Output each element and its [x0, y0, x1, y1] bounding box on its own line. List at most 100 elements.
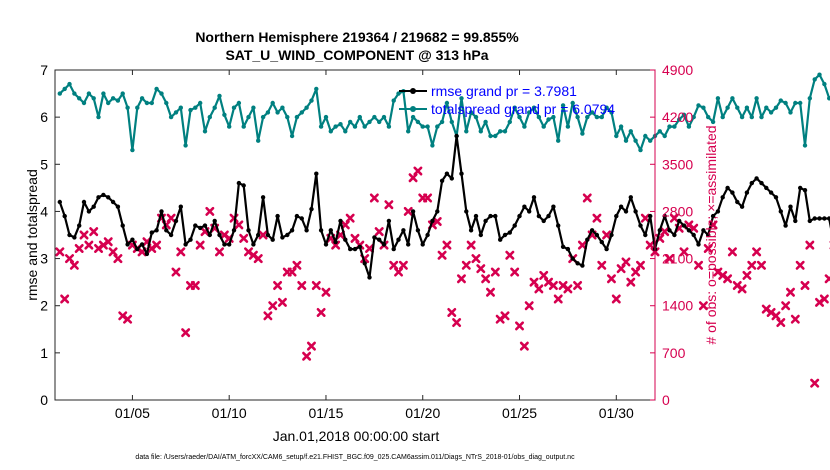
assimilated-marker [616, 264, 626, 274]
legend-rmse-label: rmse grand pr = 3.7981 [431, 83, 577, 99]
totalspread-point [618, 124, 624, 129]
assimilated-marker [398, 260, 408, 270]
totalspread-point [159, 91, 164, 96]
rmse-point [565, 246, 571, 252]
rmse-point [710, 213, 716, 219]
rmse-point [57, 199, 62, 205]
totalspread-point [764, 105, 769, 110]
assimilated-marker [190, 281, 200, 291]
rmse-point [62, 213, 67, 219]
rmse-point [570, 256, 575, 261]
assimilated-marker [500, 311, 510, 321]
rmse-point [739, 204, 745, 209]
rmse-point [483, 218, 488, 224]
totalspread-point [106, 100, 111, 106]
assimilated-marker [108, 247, 118, 257]
rmse-point [468, 228, 474, 233]
rmse-point [410, 209, 416, 214]
rmse-point [589, 228, 595, 233]
rmse-point [96, 195, 101, 200]
totalspread-point [217, 93, 222, 99]
assimilated-marker [819, 294, 829, 304]
rmse-point [217, 232, 222, 238]
totalspread-point [648, 138, 653, 143]
rmse-point [696, 242, 701, 247]
totalspread-point [81, 100, 87, 106]
assimilated-marker [365, 243, 375, 253]
rmse-point [256, 232, 261, 238]
totalspread-point [604, 105, 609, 110]
rmse-point [677, 218, 682, 224]
rmse-point [314, 171, 319, 176]
rmse-point [231, 228, 237, 233]
totalspread-point [773, 105, 779, 110]
assimilated-marker [89, 227, 99, 237]
rmse-point [81, 199, 87, 205]
rmse-point [527, 209, 532, 214]
assimilated-marker [723, 274, 733, 284]
assimilated-marker [490, 267, 500, 277]
rmse-point [91, 204, 96, 209]
assimilated-marker [331, 240, 341, 250]
rmse-point [536, 213, 542, 219]
left-y-tick-label: 7 [40, 62, 48, 78]
rmse-point [498, 237, 503, 242]
totalspread-point [531, 105, 537, 110]
totalspread-point [643, 133, 648, 139]
assimilated-marker [606, 274, 616, 284]
rmse-point [764, 185, 769, 191]
totalspread-point [614, 133, 619, 139]
totalspread-point [333, 124, 338, 129]
totalspread-point [667, 124, 672, 129]
totalspread-point [502, 129, 508, 134]
rmse-point [648, 213, 653, 219]
assimilated-marker [776, 318, 786, 328]
totalspread-point [207, 114, 212, 120]
assimilated-marker [65, 254, 75, 264]
totalspread-point [72, 91, 77, 96]
rmse-point [638, 223, 643, 228]
rmse-point [439, 178, 445, 183]
rmse-point [328, 228, 333, 233]
totalspread-point [357, 114, 362, 120]
totalspread-point [285, 114, 290, 120]
rmse-point [478, 232, 483, 238]
assimilated-marker [515, 321, 525, 331]
rmse-point [348, 246, 353, 252]
rmse-point [614, 213, 619, 219]
assimilated-marker [413, 166, 423, 176]
totalspread-point [246, 114, 251, 120]
assimilated-marker [481, 274, 491, 284]
rmse-point [444, 171, 450, 176]
rmse-point [377, 237, 382, 242]
totalspread-point [468, 110, 474, 115]
totalspread-point [193, 105, 198, 110]
rmse-point [502, 232, 508, 238]
rmse-point [435, 209, 440, 214]
assimilated-marker [103, 237, 113, 247]
x-tick-label: 01/05 [115, 405, 150, 421]
assimilated-marker [292, 260, 302, 270]
rmse-point [604, 246, 609, 252]
totalspread-point [735, 105, 740, 110]
totalspread-point [638, 147, 643, 153]
assimilated-marker [79, 230, 89, 240]
rmse-point [551, 204, 556, 209]
totalspread-point [343, 129, 348, 134]
rmse-point [139, 242, 145, 247]
x-tick-label: 01/15 [308, 405, 343, 421]
rmse-point [396, 237, 401, 242]
rmse-point [260, 195, 266, 200]
rmse-point [193, 223, 198, 228]
assimilated-marker [505, 250, 515, 260]
x-tick-label: 01/10 [212, 405, 247, 421]
assimilated-marker [597, 260, 607, 270]
assimilated-marker [311, 281, 321, 291]
totalspread-point [444, 100, 450, 106]
footnote: data file: /Users/raeder/DAI/ATM_forcXX/… [135, 454, 575, 461]
assimilated-marker [727, 247, 737, 257]
assimilated-marker [582, 193, 592, 203]
rmse-point [531, 195, 537, 200]
x-tick-label: 01/20 [405, 405, 440, 421]
left-y-axis-label: rmse and totalspread [24, 169, 40, 301]
